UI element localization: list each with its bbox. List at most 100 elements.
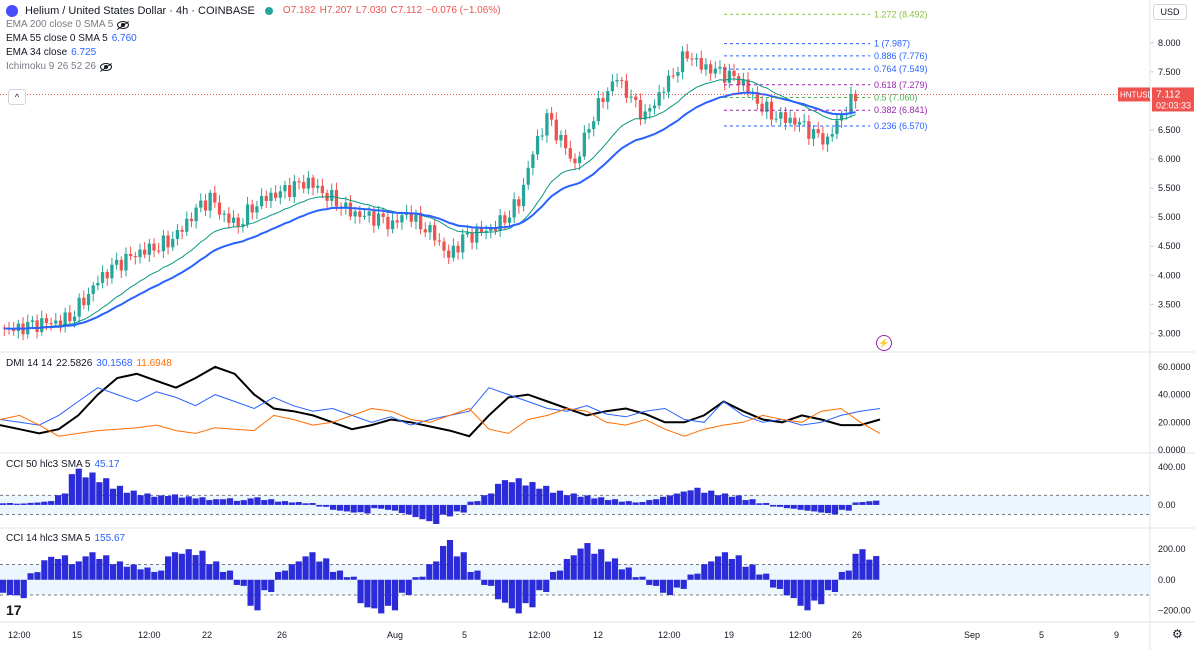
tradingview-logo[interactable]: 17 (6, 602, 22, 618)
last-price-text: 7.112 (1156, 89, 1181, 100)
chart-legend: Helium / United States Dollar · 4h · COI… (6, 4, 501, 74)
collapse-legend-button[interactable]: ^ (8, 89, 26, 105)
cci14-label: CCI 14 hlc3 SMA 5 (6, 533, 91, 544)
eye-off-icon[interactable] (100, 63, 113, 72)
cci50-bar (591, 498, 598, 505)
cci50-bar (171, 494, 179, 505)
time-axis-label: 12:00 (8, 630, 31, 640)
cci14-bar (268, 579, 275, 592)
cci14-bar (577, 548, 584, 580)
candle-body (82, 297, 86, 306)
candle-body (849, 93, 853, 114)
cci14-bar (199, 550, 206, 580)
candle-body (816, 129, 820, 134)
candle-body (503, 215, 507, 223)
cci14-bar (357, 579, 364, 604)
time-axis-label: 9 (1114, 630, 1119, 640)
eye-off-icon[interactable] (117, 21, 130, 30)
price-tick-label: 3.500 (1158, 299, 1181, 309)
candle-body (302, 182, 306, 189)
cci14-bar (330, 571, 337, 580)
candle-body (680, 51, 685, 73)
cci50-bar (742, 500, 749, 505)
candle-body (273, 192, 278, 198)
dmi-line-adx (0, 365, 881, 438)
candle-body (638, 99, 643, 120)
helium-coin-icon (6, 5, 18, 17)
candle-body (606, 91, 610, 102)
candle-body (769, 101, 774, 120)
cci50-bar (440, 504, 447, 515)
cci50-bar (873, 500, 880, 505)
indicator-value: 6.725 (71, 47, 97, 58)
cci14-tick-label: 200.00 (1158, 544, 1186, 554)
candle-body (334, 190, 339, 207)
indicator-ema34[interactable]: EMA 34 close 6.725 (6, 46, 501, 60)
ema55-line (4, 91, 856, 330)
candle-body (16, 323, 21, 332)
indicator-ichimoku[interactable]: Ichimoku 9 26 52 26 (6, 60, 501, 74)
cci14-bar (13, 579, 20, 596)
cci14-bar (845, 570, 852, 580)
gear-icon[interactable]: ⚙ (1172, 627, 1183, 641)
cci50-bar (82, 477, 89, 505)
candle-body (732, 70, 736, 77)
cci14-bar (27, 573, 34, 580)
cci50-bar (550, 492, 557, 505)
cci14-bar (481, 579, 488, 585)
cci14-bar (866, 559, 873, 580)
cci50-bar (446, 504, 454, 517)
candle-body (839, 114, 844, 121)
cci50-bar (27, 502, 34, 505)
dmi-tick-label: 0.0000 (1158, 445, 1186, 455)
cci50-bar (151, 496, 158, 505)
indicator-ema200[interactable]: EMA 200 close 0 SMA 5 (6, 18, 501, 32)
indicator-ema55[interactable]: EMA 55 close 0 SMA 5 6.760 (6, 32, 501, 46)
time-axis-label: 12:00 (789, 630, 812, 640)
cci14-bar (770, 579, 777, 588)
currency-button[interactable]: USD (1153, 4, 1187, 20)
cci14-bar (797, 579, 804, 606)
candle-body (592, 121, 596, 130)
dmi-legend: DMI 14 14 22.5826 30.1568 11.6948 (6, 357, 172, 371)
cci14-bar (632, 577, 639, 580)
symbol-title[interactable]: Helium / United States Dollar · 4h · COI… (25, 5, 255, 17)
candle-body (657, 92, 661, 106)
cci50-bar (715, 495, 722, 505)
candle-body (288, 185, 292, 197)
fib-level-label: 0.618 (7.279) (874, 80, 928, 90)
cci14-bar (694, 573, 701, 580)
cci14-bar (776, 579, 784, 589)
cci14-bar (742, 566, 749, 580)
cci14-bar (192, 555, 199, 580)
time-axis-label: Aug (387, 630, 403, 640)
candle-body (330, 190, 334, 201)
candle-body (461, 234, 465, 253)
candle-body (765, 101, 769, 112)
candle-body (493, 228, 498, 231)
cci14-legend: CCI 14 hlc3 SMA 5 155.67 (6, 532, 125, 546)
candle-body (185, 218, 189, 232)
time-axis-label: 12:00 (138, 630, 161, 640)
price-tick-label: 6.500 (1158, 125, 1181, 135)
fib-level-label: 0.886 (7.776) (874, 51, 928, 61)
candle-body (311, 177, 315, 188)
candle-body (358, 211, 362, 217)
cci14-bar (240, 579, 247, 586)
candle-body (376, 213, 381, 226)
lightning-icon[interactable]: ⚡ (876, 335, 892, 351)
cci14-bar (178, 553, 185, 580)
cci50-bar (137, 495, 144, 505)
cci50-bar (89, 472, 96, 505)
cci14-bar (488, 579, 495, 586)
cci50-bar (708, 490, 715, 505)
ohlc-close: C7.112 (390, 5, 423, 16)
cci14-bar (151, 571, 158, 580)
candle-body (521, 184, 526, 207)
cci50-bar (701, 492, 708, 505)
cci14-bar (550, 571, 557, 580)
cci50-bar (536, 488, 543, 505)
candle-body (12, 329, 16, 332)
cci14-bar (419, 576, 426, 580)
